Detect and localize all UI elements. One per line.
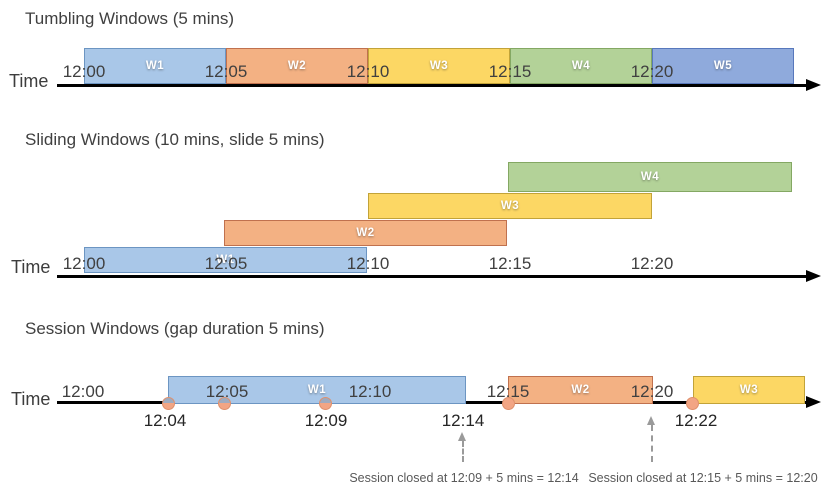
window-label: W3 bbox=[429, 60, 449, 72]
session-time-label: Time bbox=[11, 389, 51, 409]
event-time-label: 12:22 bbox=[674, 411, 718, 430]
session-window-w1: W1 bbox=[168, 376, 466, 404]
session-title: Session Windows (gap duration 5 mins) bbox=[25, 319, 325, 338]
window-label: W3 bbox=[500, 200, 520, 212]
window-label: W5 bbox=[713, 60, 733, 72]
window-label: W4 bbox=[571, 60, 591, 72]
window-label: W1 bbox=[307, 384, 327, 396]
sliding-window-w1: W1 bbox=[84, 247, 367, 273]
tumbling-tick: 12:15 bbox=[488, 62, 532, 81]
session-window-w3: W3 bbox=[693, 376, 805, 404]
session-close-annotation: Session closed at 12:09 + 5 mins = 12:14 bbox=[349, 471, 579, 485]
event-time-label: 12:09 bbox=[304, 411, 348, 430]
session-tick: 12:15 bbox=[486, 382, 530, 401]
event-time-label: 12:04 bbox=[143, 411, 187, 430]
tumbling-window-w3: W3 bbox=[368, 48, 510, 84]
event-dot-1215 bbox=[502, 397, 515, 410]
event-dot-1205 bbox=[218, 397, 231, 410]
tumbling-tick: 12:10 bbox=[346, 62, 390, 81]
sliding-time-label: Time bbox=[11, 257, 51, 277]
tumbling-tick: 12:00 bbox=[62, 62, 106, 81]
window-label: W1 bbox=[216, 254, 235, 266]
tumbling-title: Tumbling Windows (5 mins) bbox=[25, 9, 235, 28]
window-label: W1 bbox=[145, 60, 165, 72]
event-dot-1222 bbox=[686, 397, 699, 410]
session-close-time-label: 12:14 bbox=[441, 411, 485, 430]
session-window-w2: W2 bbox=[508, 376, 653, 404]
sliding-title: Sliding Windows (10 mins, slide 5 mins) bbox=[25, 130, 325, 149]
session-close-arrow-icon bbox=[647, 416, 655, 425]
session-close-annotation: Session closed at 12:15 + 5 mins = 12:20 bbox=[588, 471, 818, 485]
sliding-axis-arrow-icon bbox=[806, 270, 821, 282]
tumbling-window-w5: W5 bbox=[652, 48, 794, 84]
tumbling-time-label: Time bbox=[9, 71, 49, 91]
event-dot-1209 bbox=[319, 397, 332, 410]
window-label: W2 bbox=[356, 227, 375, 239]
session-tick: 12:05 bbox=[205, 382, 249, 401]
sliding-tick: 12:10 bbox=[346, 254, 390, 273]
sliding-window-w3: W3 bbox=[368, 193, 652, 219]
sliding-window-w2: W2 bbox=[224, 220, 507, 246]
window-label: W3 bbox=[739, 384, 759, 396]
tumbling-window-w2: W2 bbox=[226, 48, 368, 84]
session-close-arrow-icon bbox=[458, 432, 466, 441]
tumbling-window-w4: W4 bbox=[510, 48, 652, 84]
event-dot-1204 bbox=[162, 397, 175, 410]
window-label: W4 bbox=[640, 171, 660, 183]
sliding-tick: 12:15 bbox=[488, 254, 532, 273]
window-label: W2 bbox=[571, 384, 590, 396]
tumbling-window-w1: W1 bbox=[84, 48, 226, 84]
sliding-tick: 12:05 bbox=[204, 254, 248, 273]
sliding-window-w4: W4 bbox=[508, 162, 792, 192]
sliding-tick: 12:00 bbox=[62, 254, 106, 273]
sliding-time-axis bbox=[57, 275, 808, 278]
tumbling-axis-arrow-icon bbox=[806, 79, 821, 91]
session-tick: 12:10 bbox=[348, 382, 392, 401]
tumbling-tick: 12:20 bbox=[630, 62, 674, 81]
sliding-tick: 12:20 bbox=[630, 254, 674, 273]
session-close-arrow-line bbox=[462, 441, 464, 462]
session-tick: 12:20 bbox=[630, 382, 674, 401]
tumbling-tick: 12:05 bbox=[204, 62, 248, 81]
tumbling-time-axis bbox=[57, 84, 808, 87]
session-axis-arrow-icon bbox=[806, 396, 821, 408]
window-label: W2 bbox=[287, 60, 307, 72]
session-close-arrow-line bbox=[651, 425, 653, 462]
session-tick: 12:00 bbox=[61, 382, 105, 401]
